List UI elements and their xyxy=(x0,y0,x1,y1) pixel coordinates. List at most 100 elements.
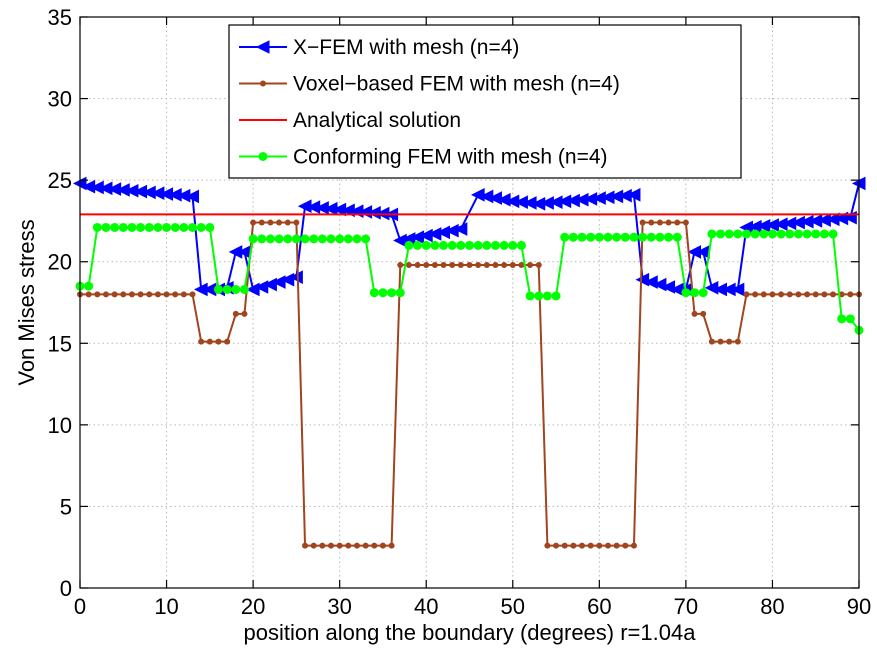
data-point xyxy=(397,261,404,268)
data-point xyxy=(553,542,560,549)
data-point xyxy=(743,291,750,298)
x-tick-label: 0 xyxy=(74,594,86,619)
y-tick-label: 20 xyxy=(48,250,72,275)
data-point xyxy=(206,338,213,345)
legend-marker xyxy=(260,80,266,87)
data-point xyxy=(291,234,301,244)
data-point xyxy=(293,219,300,226)
data-point xyxy=(154,291,161,298)
data-point xyxy=(812,291,819,298)
data-point xyxy=(431,261,438,268)
legend-marker xyxy=(258,152,268,161)
data-point xyxy=(414,261,421,268)
series-1 xyxy=(77,219,862,549)
data-point xyxy=(144,222,154,232)
data-point xyxy=(525,291,535,301)
data-point xyxy=(85,291,92,298)
data-point xyxy=(421,240,431,250)
x-tick-label: 90 xyxy=(847,594,871,619)
data-point xyxy=(655,232,665,242)
data-point xyxy=(700,310,707,317)
data-point xyxy=(734,338,741,345)
y-tick-label: 25 xyxy=(48,168,72,193)
data-point xyxy=(750,229,760,239)
data-point xyxy=(785,229,795,239)
y-axis-label: Von Mises stress xyxy=(14,219,39,385)
data-point xyxy=(587,542,594,549)
data-point xyxy=(289,270,303,285)
data-point xyxy=(664,232,674,242)
data-point xyxy=(716,229,726,239)
data-point xyxy=(508,240,518,250)
data-point xyxy=(84,281,94,291)
data-point xyxy=(778,291,785,298)
series-3 xyxy=(75,222,864,335)
data-point xyxy=(534,291,544,301)
data-point xyxy=(828,229,838,239)
axis-ticks xyxy=(79,16,860,589)
data-point xyxy=(257,234,267,244)
data-point xyxy=(248,234,258,244)
data-point xyxy=(535,261,542,268)
data-point xyxy=(821,291,828,298)
data-point xyxy=(811,229,821,239)
data-point xyxy=(516,240,526,250)
data-point xyxy=(690,288,700,298)
data-point xyxy=(730,282,745,297)
data-point xyxy=(804,291,811,298)
data-point xyxy=(845,314,855,324)
x-tick-label: 70 xyxy=(674,594,698,619)
data-point xyxy=(189,291,196,298)
data-point xyxy=(759,229,769,239)
data-point xyxy=(440,261,447,268)
x-tick-label: 40 xyxy=(414,594,438,619)
data-point xyxy=(317,234,327,244)
y-tick-label: 10 xyxy=(48,413,72,438)
data-point xyxy=(613,542,620,549)
x-tick-label: 80 xyxy=(760,594,784,619)
data-point xyxy=(776,229,786,239)
data-point xyxy=(179,222,189,232)
data-point xyxy=(231,284,241,294)
data-point xyxy=(596,542,603,549)
data-point xyxy=(439,240,449,250)
data-point xyxy=(371,542,378,549)
data-point xyxy=(551,291,561,301)
data-point xyxy=(222,284,232,294)
x-tick-label: 20 xyxy=(241,594,265,619)
data-point xyxy=(153,222,163,232)
data-point xyxy=(665,219,672,226)
data-point xyxy=(648,219,655,226)
data-point xyxy=(309,234,319,244)
data-point xyxy=(180,291,187,298)
data-point xyxy=(612,232,622,242)
data-point xyxy=(120,291,127,298)
data-point xyxy=(708,338,715,345)
data-point xyxy=(603,232,613,242)
data-point xyxy=(656,219,663,226)
data-point xyxy=(793,229,803,239)
data-point xyxy=(465,240,474,250)
data-point xyxy=(847,291,854,298)
legend-entry: X−FEM with mesh (n=4) xyxy=(293,36,519,59)
data-point xyxy=(795,291,802,298)
data-point xyxy=(336,542,343,549)
data-point xyxy=(726,338,733,345)
data-point xyxy=(378,288,388,298)
x-tick-label: 50 xyxy=(501,594,525,619)
data-point xyxy=(752,291,759,298)
legend-entry: Voxel−based FEM with mesh (n=4) xyxy=(293,73,620,96)
data-point xyxy=(265,234,275,244)
data-point xyxy=(185,189,200,204)
data-point xyxy=(561,542,568,549)
series-layer xyxy=(72,176,866,549)
data-point xyxy=(198,338,205,345)
data-point xyxy=(449,261,456,268)
data-point xyxy=(475,261,482,268)
data-point xyxy=(620,232,630,242)
data-point xyxy=(819,229,829,239)
data-point xyxy=(283,234,293,244)
y-tick-label: 0 xyxy=(60,576,72,601)
data-point xyxy=(328,542,335,549)
